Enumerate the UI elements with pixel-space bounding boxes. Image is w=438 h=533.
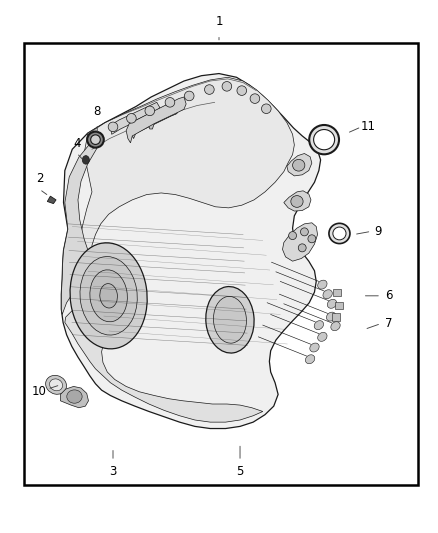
- Ellipse shape: [329, 223, 350, 244]
- Ellipse shape: [46, 375, 67, 394]
- Polygon shape: [284, 191, 311, 211]
- Ellipse shape: [49, 379, 63, 391]
- Polygon shape: [60, 386, 88, 408]
- Ellipse shape: [213, 296, 247, 343]
- Polygon shape: [283, 223, 318, 261]
- Ellipse shape: [80, 256, 137, 335]
- Ellipse shape: [305, 355, 315, 364]
- Text: 2: 2: [35, 172, 43, 185]
- Ellipse shape: [108, 122, 118, 132]
- Ellipse shape: [318, 280, 327, 289]
- Ellipse shape: [91, 131, 100, 141]
- Text: 7: 7: [385, 317, 393, 330]
- Ellipse shape: [314, 130, 335, 150]
- Polygon shape: [110, 102, 160, 134]
- Ellipse shape: [222, 82, 232, 91]
- Ellipse shape: [298, 244, 306, 252]
- Ellipse shape: [205, 85, 214, 94]
- Ellipse shape: [206, 287, 254, 353]
- Polygon shape: [65, 309, 263, 422]
- Text: 10: 10: [32, 385, 47, 398]
- Ellipse shape: [291, 196, 303, 207]
- Polygon shape: [287, 154, 312, 176]
- Ellipse shape: [70, 243, 147, 349]
- Ellipse shape: [327, 300, 337, 308]
- Bar: [332, 313, 340, 321]
- Polygon shape: [61, 74, 321, 429]
- Ellipse shape: [261, 104, 271, 114]
- Ellipse shape: [87, 132, 104, 148]
- Polygon shape: [148, 102, 179, 129]
- Ellipse shape: [184, 91, 194, 101]
- Ellipse shape: [310, 343, 319, 352]
- Bar: [335, 302, 343, 309]
- Ellipse shape: [250, 94, 260, 103]
- Ellipse shape: [293, 159, 305, 171]
- Polygon shape: [126, 97, 186, 143]
- Text: 11: 11: [360, 120, 375, 133]
- Ellipse shape: [67, 390, 82, 403]
- Text: 1: 1: [215, 15, 223, 28]
- Ellipse shape: [333, 227, 346, 240]
- Ellipse shape: [314, 321, 324, 329]
- Text: 5: 5: [237, 465, 244, 478]
- Ellipse shape: [308, 235, 316, 243]
- Ellipse shape: [237, 86, 247, 95]
- Text: 9: 9: [374, 225, 381, 238]
- Ellipse shape: [91, 135, 100, 144]
- Polygon shape: [61, 134, 102, 314]
- Ellipse shape: [300, 228, 308, 236]
- Ellipse shape: [100, 284, 117, 308]
- Ellipse shape: [82, 156, 89, 164]
- Polygon shape: [131, 101, 179, 139]
- Ellipse shape: [326, 312, 336, 321]
- Text: 3: 3: [110, 465, 117, 478]
- Polygon shape: [47, 196, 56, 204]
- Ellipse shape: [331, 322, 340, 330]
- Bar: [333, 289, 341, 296]
- Text: 4: 4: [73, 138, 81, 150]
- Ellipse shape: [145, 106, 155, 116]
- Ellipse shape: [90, 270, 127, 322]
- Bar: [24, 43, 418, 485]
- Ellipse shape: [318, 333, 327, 341]
- Ellipse shape: [165, 98, 175, 107]
- Ellipse shape: [323, 290, 332, 298]
- Text: 6: 6: [385, 289, 393, 302]
- Text: 8: 8: [94, 106, 101, 118]
- Polygon shape: [79, 77, 294, 312]
- Ellipse shape: [289, 231, 297, 239]
- Ellipse shape: [127, 114, 136, 123]
- Ellipse shape: [309, 125, 339, 155]
